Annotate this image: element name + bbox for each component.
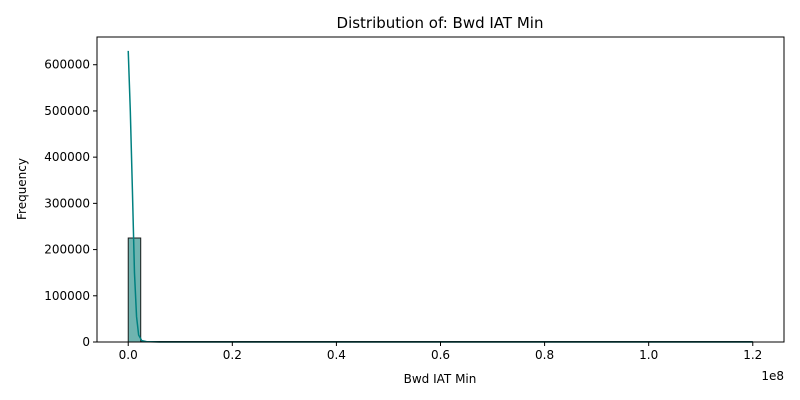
axes-frame — [96, 36, 785, 343]
plot-area — [127, 50, 753, 343]
chart-title: Distribution of: Bwd IAT Min — [337, 14, 544, 32]
axes: 0.0 0.2 0.4 0.6 0.8 1.0 1.2 0 100000 200000 300000… — [44, 36, 785, 362]
y-tick-label: 500000 — [44, 104, 90, 118]
x-tick-label: 0.8 — [535, 348, 554, 362]
x-tick-label: 1.0 — [639, 348, 658, 362]
x-tick-label: 0.2 — [223, 348, 242, 362]
x-axis-offset-label: 1e8 — [761, 369, 784, 383]
y-tick-label: 0 — [82, 335, 90, 349]
x-tick-label: 1.2 — [743, 348, 762, 362]
y-tick-label: 400000 — [44, 150, 90, 164]
y-tick-label: 100000 — [44, 289, 90, 303]
x-axis-label: Bwd IAT Min — [404, 372, 477, 386]
x-tick-label: 0.4 — [327, 348, 346, 362]
y-axis-label: Frequency — [15, 158, 29, 220]
kde-line — [127, 50, 753, 343]
y-tick-label: 300000 — [44, 196, 90, 210]
x-tick-label: 0.6 — [431, 348, 450, 362]
y-tick-label: 600000 — [44, 58, 90, 72]
x-tick-label: 0.0 — [119, 348, 138, 362]
y-tick-label: 200000 — [44, 243, 90, 257]
